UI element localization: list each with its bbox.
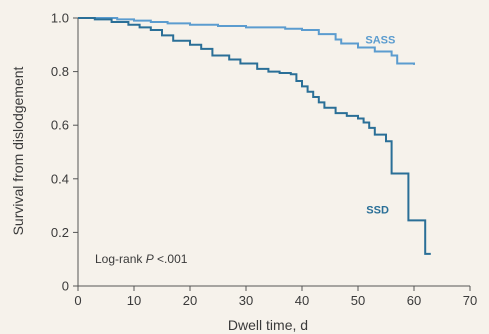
series-label-ssd: SSD — [366, 205, 389, 217]
y-tick-label: 0.6 — [51, 118, 69, 133]
x-tick-label: 30 — [239, 293, 253, 308]
x-tick-label: 70 — [463, 293, 477, 308]
series-line-ssd — [78, 17, 431, 255]
y-tick-label: 0.8 — [51, 64, 69, 79]
x-tick-label: 0 — [74, 293, 81, 308]
y-tick-label: 0.2 — [51, 225, 69, 240]
series-line-sass — [78, 17, 415, 65]
x-tick-label: 40 — [295, 293, 309, 308]
x-tick-label: 60 — [407, 293, 421, 308]
x-tick-label: 10 — [127, 293, 141, 308]
x-axis-title: Dwell time, d — [228, 317, 308, 333]
x-tick-label: 50 — [351, 293, 365, 308]
y-tick-label: 0 — [62, 279, 69, 294]
label-layer: SASS SSD — [365, 34, 395, 216]
y-tick-label: 0.4 — [51, 171, 69, 186]
series-label-sass: SASS — [365, 34, 395, 46]
log-rank-annotation: Log-rank P <.001 — [95, 252, 188, 266]
axes: 0 10 20 30 40 50 60 70 0 0.2 0.4 0.6 0.8 1.0 — [51, 11, 477, 309]
series-layer — [78, 17, 431, 255]
x-tick-label: 20 — [183, 293, 197, 308]
y-tick-label: 1.0 — [51, 11, 69, 26]
y-axis-title: Survival from dislodgement — [10, 66, 26, 235]
